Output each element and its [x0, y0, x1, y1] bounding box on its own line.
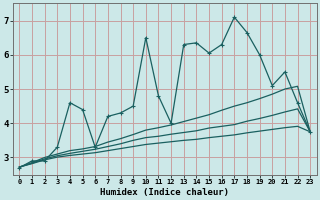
X-axis label: Humidex (Indice chaleur): Humidex (Indice chaleur): [100, 188, 229, 197]
